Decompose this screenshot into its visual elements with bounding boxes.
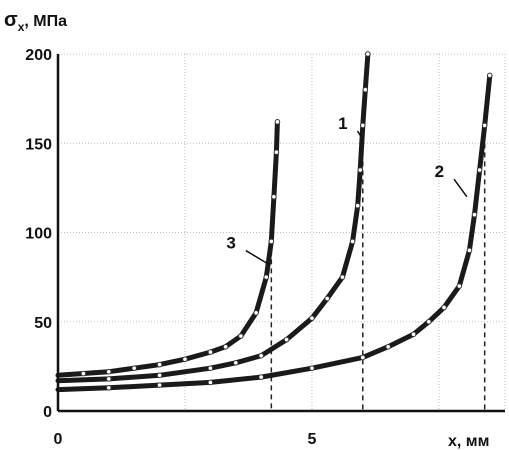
data-point-1 — [258, 352, 264, 359]
data-point-3 — [263, 274, 270, 280]
data-point-3 — [80, 370, 87, 377]
data-point-1 — [309, 315, 315, 321]
data-point-2 — [105, 384, 112, 391]
data-point-2 — [466, 247, 473, 254]
data-point-3 — [274, 119, 281, 125]
data-point-1 — [362, 86, 369, 93]
markers — [80, 51, 493, 391]
data-point-3 — [105, 368, 112, 375]
y-axis-label-unit: , МПа — [24, 13, 67, 30]
series-line-1 — [55, 51, 371, 384]
curve-label-1: 1 — [338, 114, 347, 133]
data-point-2 — [359, 354, 366, 361]
data-point-2 — [456, 283, 463, 289]
data-point-1 — [105, 376, 112, 382]
data-point-3 — [271, 194, 277, 200]
y-tick-label: 100 — [25, 226, 52, 243]
data-point-1 — [324, 295, 331, 302]
data-point-2 — [476, 167, 483, 173]
data-point-2 — [156, 382, 163, 388]
data-point-2 — [471, 211, 478, 218]
data-point-2 — [486, 72, 493, 79]
data-point-3 — [238, 333, 244, 339]
data-point-1 — [349, 238, 356, 245]
y-axis-label-symbol: σ — [4, 9, 18, 31]
data-point-1 — [354, 202, 361, 209]
curve-label-leader — [245, 249, 270, 266]
y-tick-label: 150 — [25, 136, 52, 153]
data-point-3 — [253, 310, 259, 316]
data-point-3 — [222, 343, 229, 350]
data-point-2 — [441, 304, 447, 311]
leaders — [245, 130, 468, 266]
curve-labels: 1 2 3 — [226, 114, 444, 253]
curve-label-leader — [356, 130, 362, 137]
data-point-3 — [156, 361, 163, 368]
data-point-2 — [258, 374, 264, 380]
curve-label-leader — [453, 178, 468, 198]
data-point-2 — [481, 122, 488, 129]
data-point-1 — [207, 365, 214, 371]
y-tick-label: 200 — [25, 47, 52, 64]
data-point-3 — [268, 238, 275, 245]
data-point-2 — [410, 331, 417, 338]
x-tick-label: 5 — [308, 431, 317, 448]
y-axis-label-subscript: x — [18, 20, 25, 34]
data-point-2 — [426, 318, 432, 325]
data-point-2 — [385, 343, 391, 350]
data-point-3 — [131, 365, 137, 371]
data-point-2 — [309, 365, 315, 371]
grid — [58, 53, 506, 411]
data-point-1 — [357, 167, 364, 173]
data-point-3 — [182, 356, 188, 363]
series-line-3 — [55, 119, 280, 378]
data-point-1 — [365, 51, 371, 57]
droplines — [270, 125, 486, 411]
y-tick-label: 50 — [34, 315, 52, 332]
x-axis-label: x, мм — [448, 433, 489, 450]
data-point-1 — [232, 360, 239, 366]
curve-label-3: 3 — [226, 234, 235, 253]
tick-labels: 0 50 100 150 200 0 5 — [25, 47, 316, 448]
x-tick-label: 0 — [54, 431, 63, 448]
data-point-1 — [283, 336, 290, 343]
data-point-3 — [207, 349, 214, 355]
data-point-1 — [359, 122, 366, 129]
curves — [55, 51, 493, 393]
y-axis-label: σx, МПа — [4, 9, 67, 34]
y-tick-label: 0 — [43, 404, 52, 421]
axes — [56, 54, 505, 413]
data-point-1 — [156, 372, 163, 379]
data-point-3 — [273, 149, 280, 155]
data-point-1 — [339, 274, 346, 280]
curve-label-2: 2 — [435, 162, 444, 181]
data-point-2 — [207, 379, 214, 386]
